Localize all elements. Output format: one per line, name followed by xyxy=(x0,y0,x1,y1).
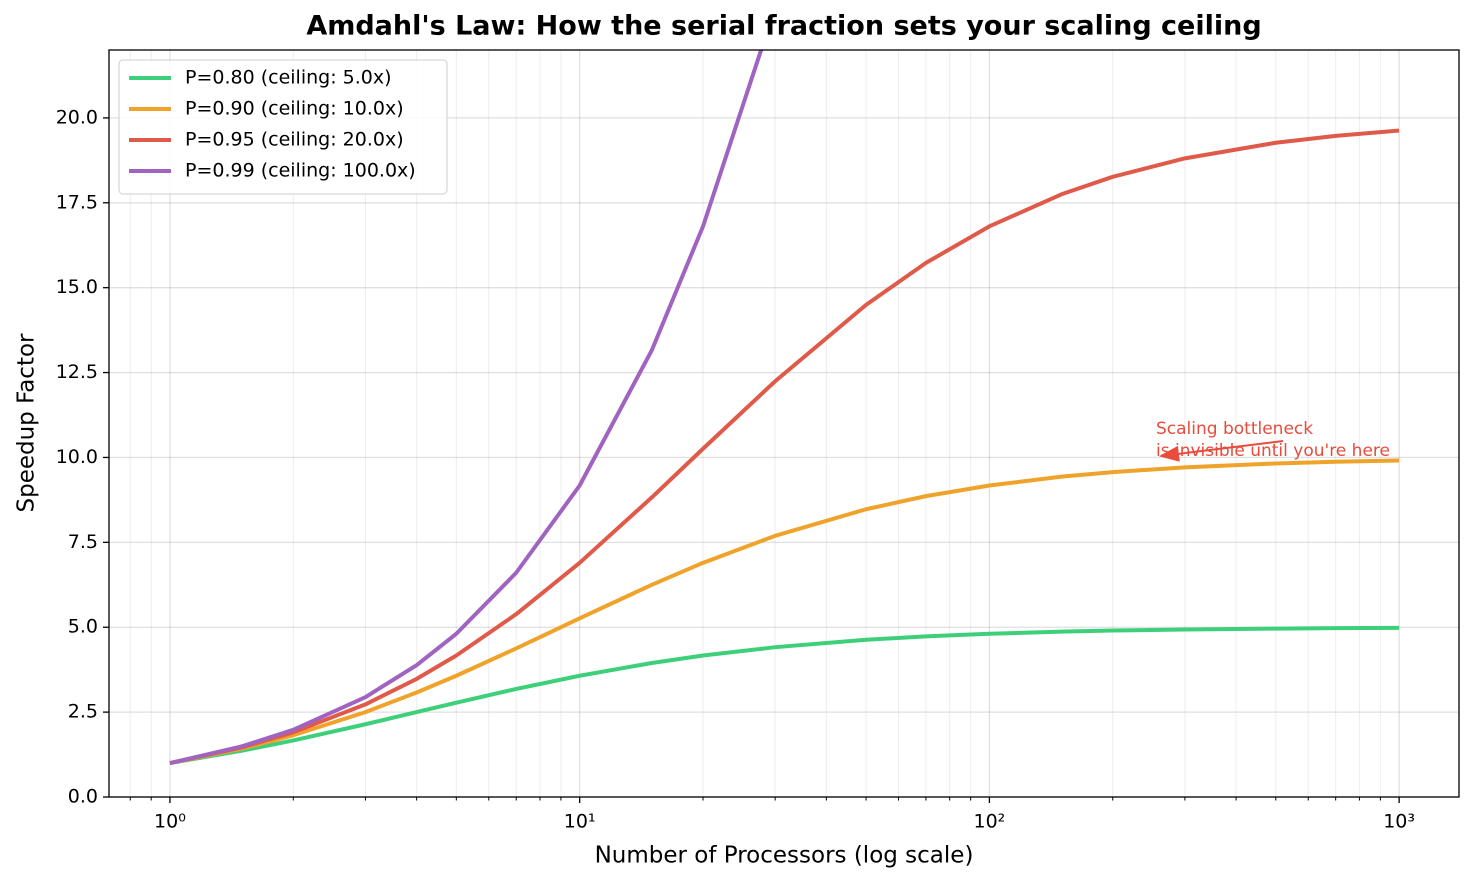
annotation-text: is invisible until you're here xyxy=(1156,441,1390,461)
y-tick-label: 20.0 xyxy=(56,106,98,128)
x-axis-label: Number of Processors (log scale) xyxy=(595,843,974,869)
grid xyxy=(109,50,1459,798)
legend-label: P=0.95 (ceiling: 20.0x) xyxy=(185,129,404,151)
y-tick-label: 15.0 xyxy=(56,276,98,298)
x-tick-label: 10¹ xyxy=(564,811,596,833)
y-tick-label: 5.0 xyxy=(68,616,98,638)
y-tick-label: 12.5 xyxy=(56,361,98,383)
x-tick-label: 10² xyxy=(974,811,1006,833)
series-line xyxy=(169,128,1400,766)
series-line xyxy=(169,458,1400,766)
annotation-arrow xyxy=(1159,440,1284,462)
y-axis-label: Speedup Factor xyxy=(14,333,40,513)
y-tick-label: 2.5 xyxy=(68,701,98,723)
plot-frame xyxy=(108,49,1460,798)
x-tick-label: 10⁰ xyxy=(154,811,186,833)
legend-label: P=0.80 (ceiling: 5.0x) xyxy=(185,67,392,89)
plot-lines xyxy=(169,50,1400,766)
x-tick-label: 10³ xyxy=(1383,811,1415,833)
legend-label: P=0.99 (ceiling: 100.0x) xyxy=(185,160,416,182)
y-tick-label: 17.5 xyxy=(56,191,98,213)
y-tick-label: 0.0 xyxy=(68,786,98,808)
y-tick-label: 10.0 xyxy=(56,446,98,468)
legend-box xyxy=(118,59,448,195)
y-tick-label: 7.5 xyxy=(68,531,98,553)
ticks: 0.0 2.5 5.0 7.5 10.0 12.5 15.0 17.5 20.0 10⁰ 10¹ 10… xyxy=(56,106,1415,832)
legend: P=0.80 (ceiling: 5.0x) P=0.90 (ceiling: 1… xyxy=(118,59,448,195)
series-line xyxy=(169,50,764,765)
annotation-text: Scaling bottleneck xyxy=(1156,419,1313,439)
series-line xyxy=(169,625,1400,766)
legend-label: P=0.90 (ceiling: 10.0x) xyxy=(185,98,404,120)
chart-title: Amdahl's Law: How the serial fraction se… xyxy=(306,11,1261,42)
